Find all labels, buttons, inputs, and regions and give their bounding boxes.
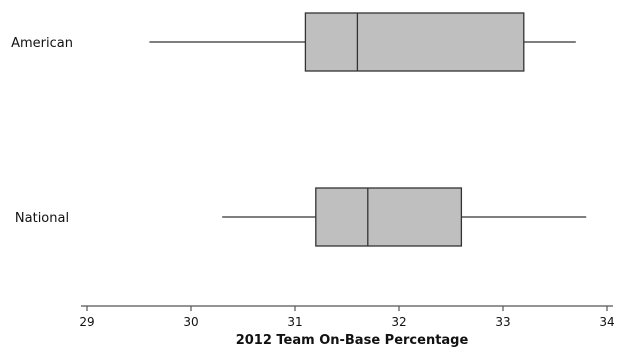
plot-area: American National [11,12,587,247]
x-tick-label: 32 [391,315,406,329]
x-tick-label: 31 [287,315,302,329]
iqr-box [304,12,525,72]
x-tick-label: 33 [495,315,510,329]
box-national: National [15,187,587,247]
x-tick-label: 34 [599,315,614,329]
x-axis: 29 30 31 32 33 34 2012 Team On-Base Percentag… [79,305,615,348]
x-tick-label: 29 [79,315,94,329]
category-label-american: American [11,36,73,51]
category-label-national: National [15,211,69,226]
x-tick-label: 30 [183,315,198,329]
iqr-box [315,187,463,247]
box-american: American [11,12,576,72]
x-axis-ticks: 29 30 31 32 33 34 [79,306,615,329]
x-axis-title: 2012 Team On-Base Percentage [236,333,469,348]
